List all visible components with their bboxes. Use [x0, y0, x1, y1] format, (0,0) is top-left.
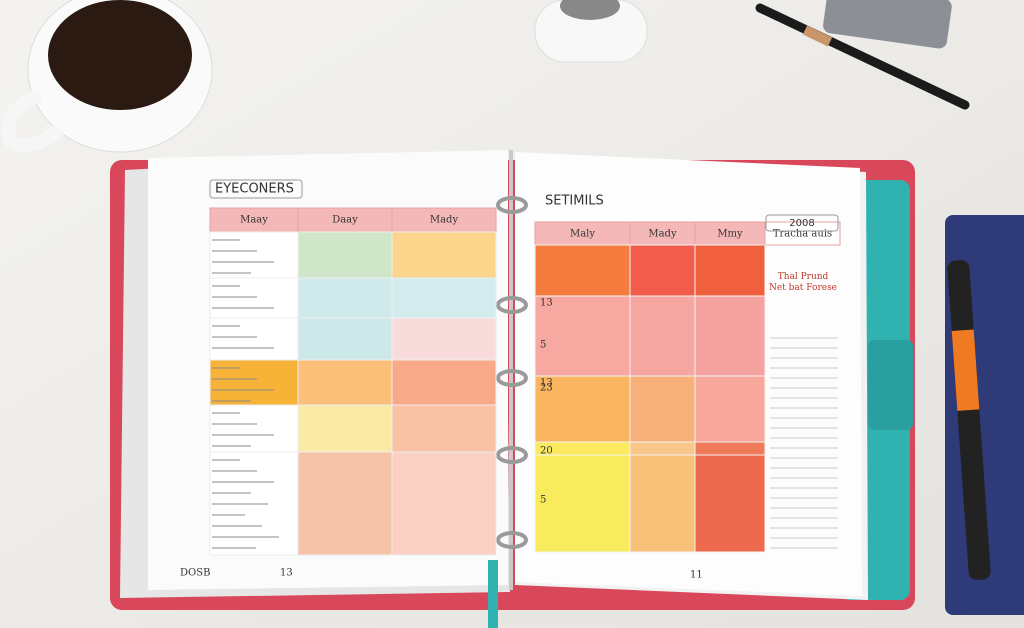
badge-box: [765, 214, 839, 232]
cell: [534, 375, 631, 443]
cell: [297, 317, 393, 361]
cell: [297, 404, 393, 453]
header-cell: [764, 221, 841, 246]
ring: [496, 369, 528, 387]
cell: [629, 244, 696, 297]
cell: [391, 317, 497, 361]
row-label: 23: [540, 383, 553, 394]
cell: [391, 359, 497, 406]
cell: [297, 359, 393, 406]
cell: [694, 244, 766, 297]
cell: [391, 404, 497, 453]
right-title: SETIMILS: [545, 194, 604, 209]
coffee: [48, 0, 192, 110]
cell: [209, 317, 299, 361]
header-label: Daay: [332, 215, 358, 226]
badge: 2008: [789, 218, 814, 229]
cell: [391, 451, 497, 556]
cell: [629, 454, 696, 553]
row-label: 13: [540, 298, 553, 309]
cell: [391, 277, 497, 319]
cell: [209, 404, 299, 453]
header-label: Mady: [648, 229, 677, 240]
pen-side-grip: [951, 329, 980, 411]
row-label: 5: [540, 495, 546, 506]
note: Thal Prund Net bat Forese: [768, 272, 838, 293]
cell: [629, 375, 696, 443]
header-label: Maay: [240, 215, 268, 226]
cell: [694, 375, 766, 443]
left-title: EYECONERS: [215, 182, 294, 197]
cell: [209, 277, 299, 319]
cell: [534, 454, 631, 553]
cell: [391, 231, 497, 279]
rings: [496, 196, 528, 549]
header-cell: [209, 207, 299, 233]
pen: [755, 3, 970, 110]
left-footer: 13: [280, 568, 293, 579]
header-cell: [391, 207, 497, 233]
cell: [629, 295, 696, 377]
row-label: 13: [540, 378, 553, 389]
row-label: 20: [540, 446, 553, 457]
cell: [297, 231, 393, 279]
cell: [209, 359, 299, 406]
cup-handle: [1, 88, 65, 153]
cell: [694, 454, 766, 553]
box: [823, 0, 952, 49]
jar-lid: [560, 0, 620, 20]
ring: [496, 196, 528, 214]
row-label: 5: [540, 340, 546, 351]
cell: [209, 231, 299, 279]
bookmark: [488, 560, 498, 628]
right-footer: 11: [690, 570, 703, 581]
header-label: Tracha auis: [773, 229, 832, 240]
pen-band: [802, 25, 833, 47]
ring: [496, 446, 528, 464]
left-footer: DOSB: [180, 568, 210, 579]
cell: [694, 295, 766, 377]
jar: [534, 0, 648, 63]
strap: [868, 340, 913, 430]
header-label: Mady: [430, 215, 459, 226]
note-box: Thal Prund Net bat Forese: [768, 272, 838, 293]
cell: [297, 277, 393, 319]
cell: [297, 451, 393, 556]
ring: [496, 296, 528, 314]
cell: [629, 441, 696, 456]
title-box: [209, 179, 303, 199]
cell: [534, 244, 631, 297]
header-label: Mmy: [717, 229, 743, 240]
header-label: Maly: [570, 229, 595, 240]
cell: [694, 441, 766, 456]
ring: [496, 531, 528, 549]
